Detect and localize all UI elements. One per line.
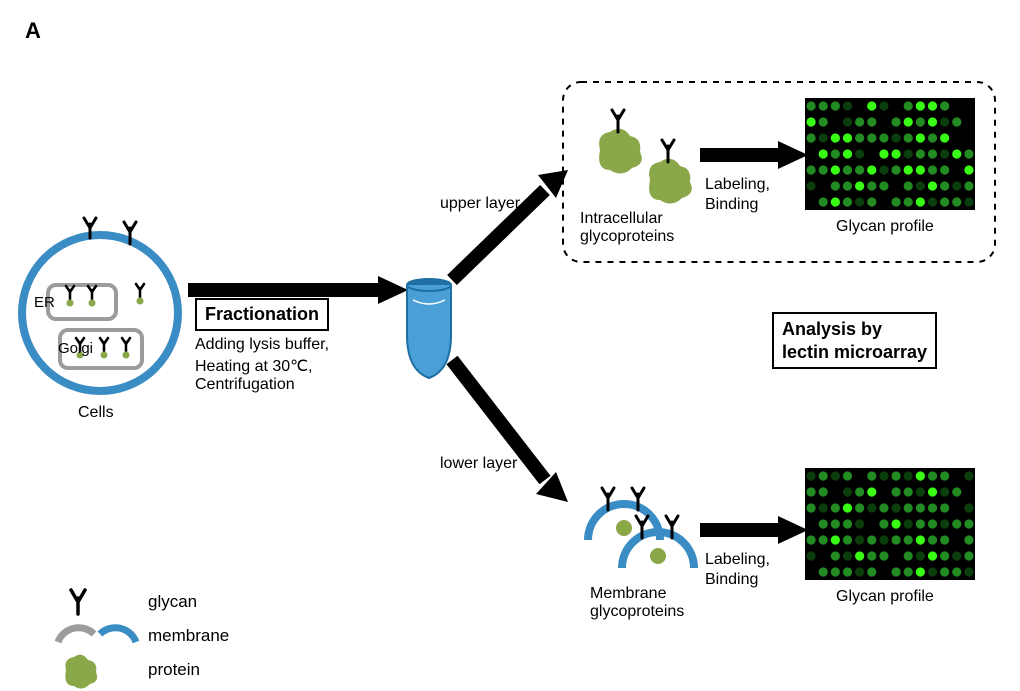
upper-binding: Binding (705, 196, 758, 214)
upper-layer-label: upper layer (440, 195, 520, 213)
membrane-proteins (588, 488, 694, 568)
analysis-line1: Analysis by (782, 319, 882, 339)
legend-protein-label: protein (148, 660, 200, 680)
golgi-label: Golgi (58, 340, 93, 357)
fractionation-title: Fractionation (195, 298, 329, 331)
analysis-line2: lectin microarray (782, 342, 927, 362)
frac-line-1: Heating at 30℃, (195, 356, 313, 376)
membrane-proteins-label: Membrane glycoproteins (590, 585, 684, 621)
lower-layer-label: lower layer (440, 455, 517, 473)
intracellular-proteins (599, 110, 692, 204)
intracellular-label: Intracellular glycoproteins (580, 210, 674, 246)
analysis-box: Analysis by lectin microarray (772, 312, 937, 369)
arrow-upper-to-array (700, 141, 808, 169)
panel-label: A (25, 18, 41, 44)
frac-line-2: Centrifugation (195, 376, 295, 394)
upper-labeling: Labeling, (705, 176, 770, 194)
upper-array-label: Glycan profile (836, 218, 934, 236)
lower-binding: Binding (705, 571, 758, 589)
arrow-upper (452, 170, 568, 280)
cells-label: Cells (78, 404, 114, 422)
legend-glycan-label: glycan (148, 592, 197, 612)
lower-array-label: Glycan profile (836, 588, 934, 606)
tube-icon (407, 279, 451, 378)
legend (58, 590, 136, 689)
arrow-lower-to-array (700, 516, 808, 544)
lower-labeling: Labeling, (705, 551, 770, 569)
lower-microarray (805, 468, 975, 580)
arrow-lower (452, 360, 568, 502)
er-label: ER (34, 294, 55, 311)
frac-line-0: Adding lysis buffer, (195, 336, 329, 354)
legend-membrane-label: membrane (148, 626, 229, 646)
upper-microarray (805, 98, 975, 210)
